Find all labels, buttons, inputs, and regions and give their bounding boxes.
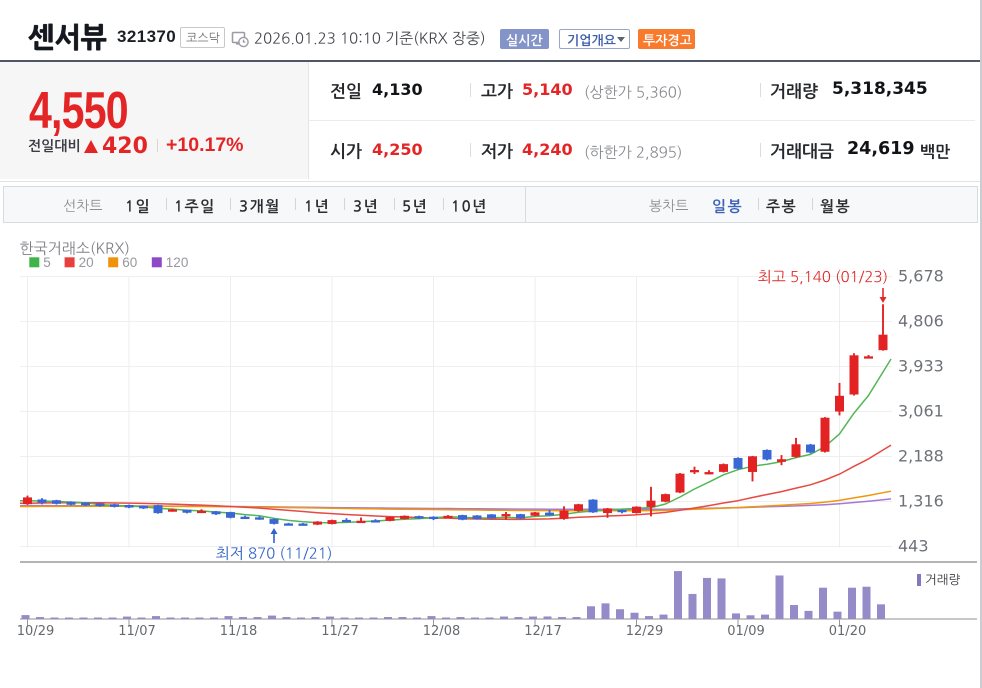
svg-text:10/29: 10/29 [17,624,54,639]
realtime-badge-label [506,33,543,48]
high-value: 5,140 [522,79,573,99]
scrollbar[interactable] [980,0,982,688]
stats-row-separator [309,120,975,121]
change-value: 420 [102,133,148,159]
low-value: 4,240 [522,139,573,159]
svg-text:11/18: 11/18 [220,624,257,639]
prev-close-label [330,82,362,101]
low-label [481,142,513,161]
toolbar-divider [525,187,526,222]
tab-line-3[interactable] [304,198,331,215]
trade-value-label [770,142,834,161]
stat-tick [470,83,471,97]
svg-text:11/27: 11/27 [321,624,358,639]
svg-text:12/17: 12/17 [524,624,561,639]
tab-line-2[interactable] [239,198,281,215]
warning-badge-label [642,33,692,48]
svg-text:4,806: 4,806 [898,311,944,330]
svg-text:11/07: 11/07 [118,624,155,639]
change-separator [157,139,158,152]
change-label [28,138,81,154]
datetime-label [254,31,486,47]
tab-separator [811,198,813,210]
page-title [28,23,107,54]
svg-text:1,316: 1,316 [898,491,944,510]
prev-close-value: 4,130 [372,79,423,99]
candle-chart-label [649,199,689,214]
chart-clock-icon [231,31,249,48]
high-cap-label [584,84,683,101]
price-divider [308,62,309,179]
svg-text:01/20: 01/20 [829,624,866,639]
svg-text:5: 5 [43,255,51,270]
stat-tick [470,143,471,157]
svg-text:01/09: 01/09 [727,624,764,639]
tab-candle-2[interactable] [820,198,852,215]
tab-line-5[interactable] [402,198,429,215]
volume-label [770,82,818,101]
trade-value-unit [920,143,951,161]
tab-separator [344,198,346,210]
current-price-panel [0,62,308,179]
chevron-down-icon [617,37,625,42]
svg-text:120: 120 [166,255,189,270]
low-cap-label [584,144,683,161]
svg-text:12/08: 12/08 [423,624,460,639]
change-percent: +10.17% [166,134,244,156]
tab-line-4[interactable] [353,198,380,215]
stat-tick [760,143,761,157]
tab-separator [165,198,167,210]
stat-tick [760,83,761,97]
svg-text:5,678: 5,678 [898,267,944,286]
svg-text:3,933: 3,933 [898,357,944,376]
svg-text:20: 20 [79,255,94,270]
chart-toolbar [3,186,978,223]
open-value: 4,250 [372,139,423,159]
realtime-badge [500,29,549,49]
current-price: 4,550 [29,82,129,140]
up-arrow-icon [84,140,98,153]
company-overview-label [567,33,616,48]
tab-separator [295,198,297,210]
line-chart-label [63,199,103,214]
tab-candle-1[interactable] [766,199,798,215]
svg-text:60: 60 [122,255,137,270]
stock-code: 321370 [117,27,177,46]
tab-candle-0[interactable] [712,198,744,215]
market-badge [180,27,225,48]
trade-value: 24,619 [847,138,915,159]
tab-separator [393,198,395,210]
tab-line-6[interactable] [451,198,488,215]
open-label [330,142,362,161]
svg-text:443: 443 [898,537,929,556]
price-chart[interactable]: 5,678 4,806 3,933 3,061 2,188 1,316 443 10/29 11… [0,223,982,660]
volume-value: 5,318,345 [832,79,928,99]
tab-line-0[interactable] [125,198,152,215]
tab-separator [757,198,759,210]
high-label [481,82,513,101]
tab-separator [442,198,444,210]
tab-line-1[interactable] [174,198,216,215]
market-badge-label [186,32,220,45]
svg-text:3,061: 3,061 [898,401,944,420]
warning-badge[interactable] [638,29,695,49]
company-overview-button[interactable] [559,29,630,49]
svg-text:2,188: 2,188 [898,447,944,466]
tab-separator [230,198,232,210]
svg-text:12/29: 12/29 [626,624,663,639]
